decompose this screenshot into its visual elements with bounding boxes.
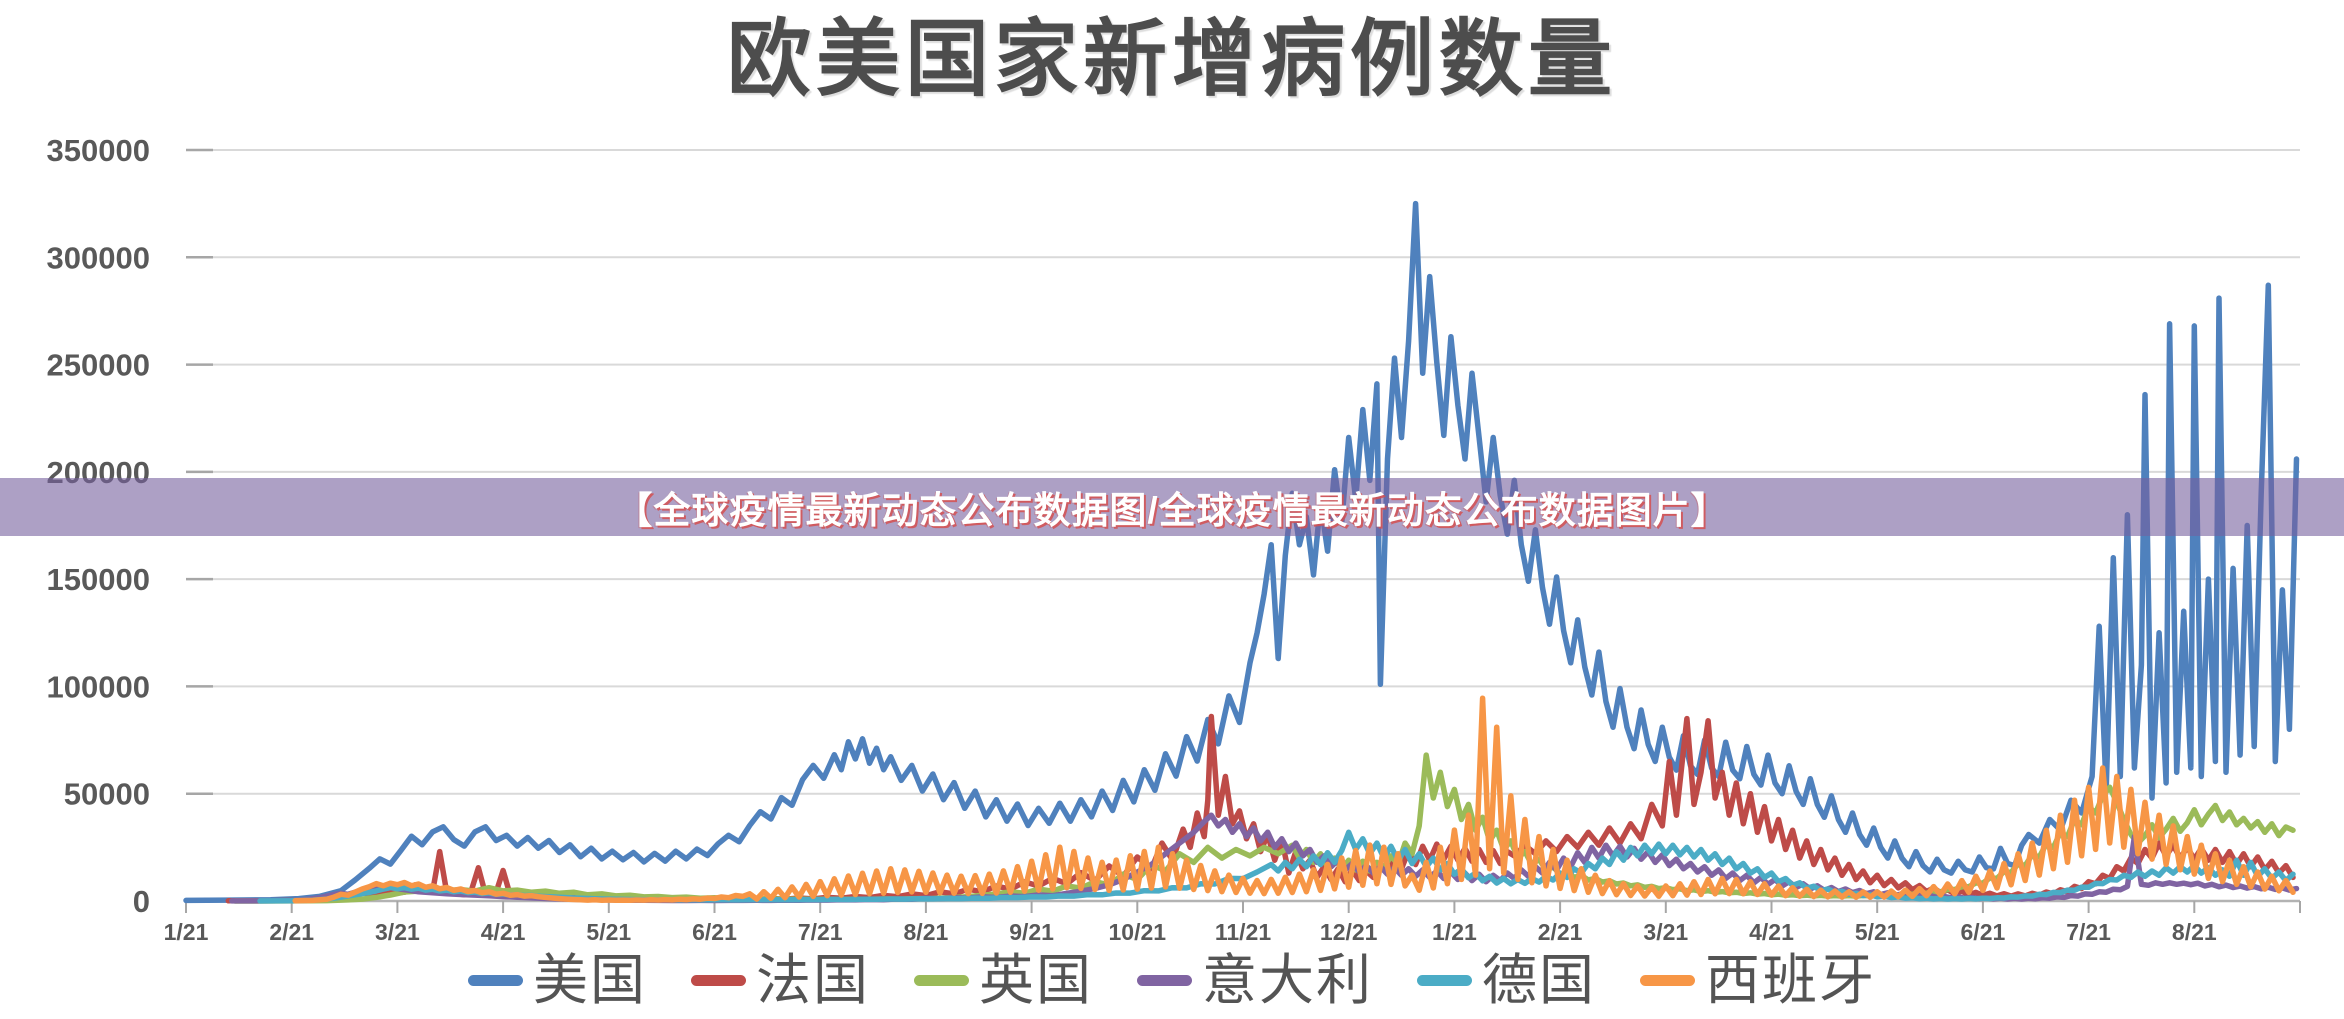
y-tick-label-250000: 250000 <box>47 348 150 383</box>
legend-marker-icon <box>1417 974 1473 986</box>
x-tick-label-3: 4/21 <box>481 919 526 945</box>
series-line-0 <box>183 200 2300 904</box>
series-line-5 <box>292 695 2296 904</box>
legend-marker-icon <box>690 974 746 986</box>
x-tick-label-16: 5/21 <box>1855 919 1900 945</box>
x-tick-label-0: 1/21 <box>164 919 209 945</box>
x-tick-label-9: 10/21 <box>1109 919 1167 945</box>
legend-label-4: 德国 <box>1482 949 1597 1011</box>
legend-label-1: 法国 <box>755 949 870 1011</box>
x-tick-label-8: 9/21 <box>1009 919 1054 945</box>
x-tick-label-6: 7/21 <box>798 919 843 945</box>
x-tick-label-1: 2/21 <box>269 919 314 945</box>
legend-label-2: 英国 <box>978 949 1093 1011</box>
x-tick-label-7: 8/21 <box>904 919 949 945</box>
legend-label-0: 美国 <box>532 949 647 1011</box>
legend-item-0: 美国 <box>467 949 647 1011</box>
legend-label-3: 意大利 <box>1202 949 1374 1011</box>
x-tick-label-17: 6/21 <box>1961 919 2006 945</box>
x-tick-label-15: 4/21 <box>1749 919 1794 945</box>
legend-label-5: 西班牙 <box>1705 949 1877 1011</box>
legend-marker-icon <box>467 974 523 986</box>
y-tick-label-350000: 350000 <box>47 133 150 168</box>
x-tick-label-13: 2/21 <box>1538 919 1583 945</box>
legend-item-2: 英国 <box>913 949 1093 1011</box>
page-title: 欧美国家新增病例数量 <box>726 14 1617 107</box>
x-tick-label-11: 12/21 <box>1320 919 1378 945</box>
x-tick-label-4: 5/21 <box>586 919 631 945</box>
x-tick-label-18: 7/21 <box>2066 919 2111 945</box>
x-tick-label-12: 1/21 <box>1432 919 1477 945</box>
y-tick-label-300000: 300000 <box>47 240 150 275</box>
y-tick-label-100000: 100000 <box>47 669 150 704</box>
y-tick-label-50000: 50000 <box>64 777 150 812</box>
x-tick-label-19: 8/21 <box>2172 919 2217 945</box>
x-tick-label-5: 6/21 <box>692 919 737 945</box>
watermark-banner: 【全球疫情最新动态公布数据图/全球疫情最新动态公布数据图片】 <box>0 478 2344 536</box>
legend-item-5: 西班牙 <box>1640 953 1876 1008</box>
y-tick-label-150000: 150000 <box>47 562 150 597</box>
y-tick-label-0: 0 <box>133 884 150 919</box>
legend-marker-icon <box>1640 974 1696 986</box>
x-tick-label-10: 11/21 <box>1215 919 1271 945</box>
chart-legend: 美国 法国 英国 意大利 德国 西班牙 <box>0 944 2344 1016</box>
legend-item-1: 法国 <box>690 949 870 1011</box>
x-tick-label-2: 3/21 <box>375 919 420 945</box>
x-tick-label-14: 3/21 <box>1643 919 1688 945</box>
legend-marker-icon <box>913 974 969 986</box>
watermark-banner-text: 【全球疫情最新动态公布数据图/全球疫情最新动态公布数据图片】 <box>615 490 1729 531</box>
legend-item-3: 意大利 <box>1137 953 1373 1008</box>
legend-item-4: 德国 <box>1417 953 1596 1008</box>
legend-marker-icon <box>1137 974 1192 986</box>
